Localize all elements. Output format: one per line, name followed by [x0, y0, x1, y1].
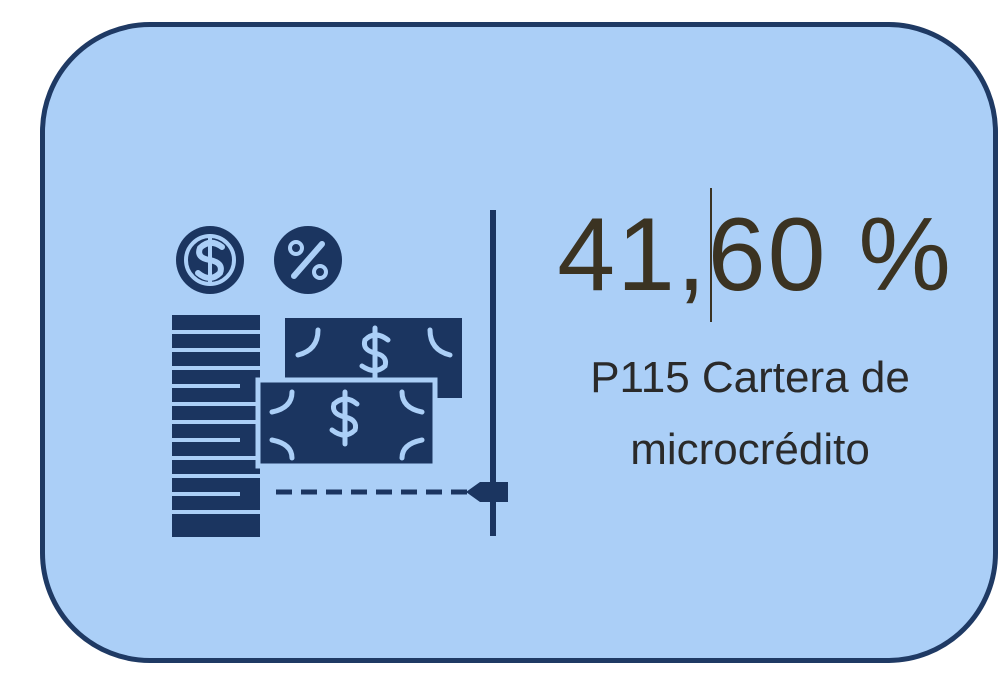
kpi-value: 41,60 % [557, 197, 953, 313]
kpi-label: P115 Cartera de microcrédito [590, 353, 910, 474]
